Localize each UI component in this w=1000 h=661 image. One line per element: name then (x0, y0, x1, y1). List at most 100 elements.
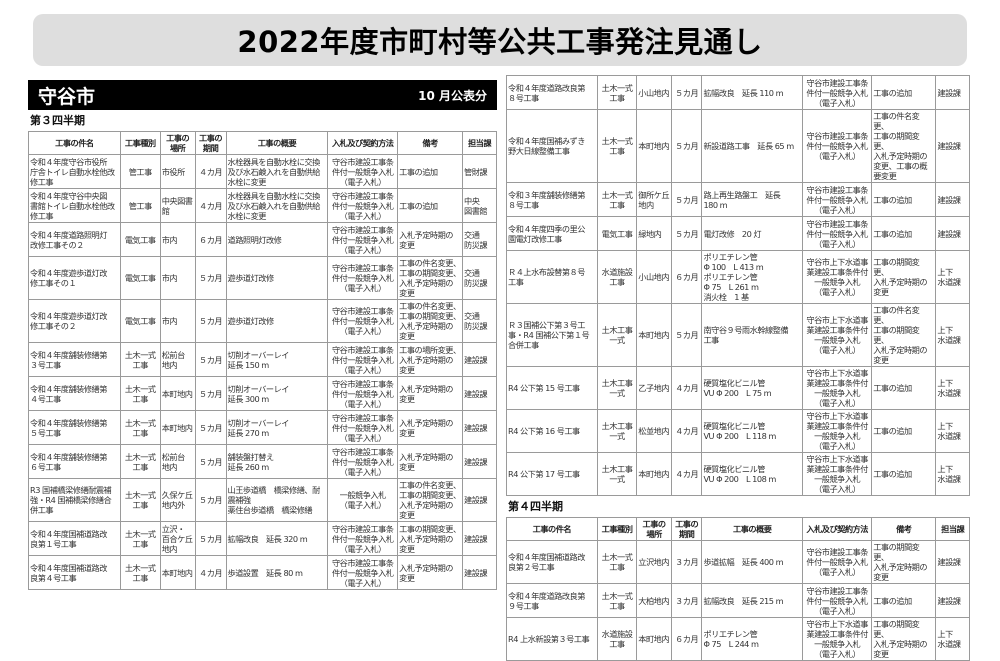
table-cell: 守谷市建設工事条 件付一般競争入札 （電子入札） (802, 109, 873, 183)
title-banner: 2022年度市町村等公共工事発注見通し (33, 14, 967, 66)
table-cell: 令和４年度舗装修繕第 ６号工事 (28, 444, 121, 479)
table-cell: 管工事 (119, 154, 161, 189)
table-cell: 令和４年度舗装修繕第 ５号工事 (28, 410, 121, 445)
table-cell: 建設課 (462, 444, 497, 479)
table-cell: 工事の追加 (871, 366, 937, 410)
table-cell: 土木一式 工事 (596, 109, 638, 183)
table-cell: 令和４年度道路照明灯 改修工事その２ (28, 222, 121, 257)
column-header: 担当課 (462, 131, 497, 155)
table-cell: 硬質塩化ビニル管 VU Φ 200 L 75 m (701, 366, 804, 410)
table-row: 令和４年度国補みずき 野大日線整備工事 土木一式 工事 本町地内 ５カ月 新設道路工事 … (506, 109, 970, 183)
table-cell: 入札予定時期の 変更 (397, 410, 464, 445)
table-cell: 道路照明灯改修 (225, 222, 329, 257)
table-cell: 水道施設 工事 (596, 617, 638, 661)
table-cell: ５カ月 (194, 521, 227, 556)
table-cell: ４カ月 (670, 409, 703, 453)
q3-table-part1: 工事の件名 工事種別 工事の 場所 工事の 期間 工事の概要 入札及び契約方法 備考 担当課令… (28, 131, 497, 590)
quarter-3-label: 第３四半期 (30, 114, 85, 127)
table-cell: 守谷市建設工事条 件付一般競争入札 （電子入札） (327, 222, 399, 257)
table-cell: 守谷市上下水道事 業建設工事条件付 一般競争入札 （電子入札） (802, 366, 873, 410)
table-row: 令和４年度国補道路改 良第１号工事 土木一式 工事 立沢・ 百合ケ丘 地内 ５カ月 拡幅… (28, 521, 497, 556)
table-cell: 交通 防災課 (462, 256, 497, 300)
table-cell: 本町地内 (636, 303, 672, 367)
right-column: 令和４年度道路改良第 ８号工事 土木一式 工事 小山地内 ５カ月 拡幅改良 延長 110… (506, 75, 970, 661)
table-row: 令和４年度舗装修繕第 ３号工事 土木一式 工事 松前台 地内 ５カ月 切削オーバーレイ … (28, 342, 497, 377)
table-cell: 守谷市建設工事条 件付一般競争入札 （電子入札） (327, 299, 399, 343)
table-cell: 守谷市建設工事条 件付一般競争入札 （電子入札） (802, 216, 873, 251)
column-header: 工事の 期間 (670, 517, 703, 541)
table-cell: 土木一式 工事 (119, 410, 161, 445)
table-cell: 管工事 (119, 188, 161, 223)
table-cell: ５カ月 (194, 410, 227, 445)
table-cell: 電気工事 (119, 222, 161, 257)
table-row: 令和４年度守谷中央図 書館トイレ自動水栓他改 修工事 管工事 中央図書 館 ４カ月 水栓… (28, 188, 497, 223)
table-cell: 令和４年度守谷中央図 書館トイレ自動水栓他改 修工事 (28, 188, 121, 223)
table-header-row: 工事の件名 工事種別 工事の 場所 工事の 期間 工事の概要 入札及び契約方法 備考 担当課 (28, 131, 497, 155)
table-cell: 守谷市上下水道事 業建設工事条件付 一般競争入札 （電子入札） (802, 409, 873, 453)
q3-table-part2: 令和４年度道路改良第 ８号工事 土木一式 工事 小山地内 ５カ月 拡幅改良 延長 110… (506, 75, 970, 496)
table-cell: ４カ月 (194, 154, 227, 189)
table-cell: 御所ケ丘 地内 (636, 182, 672, 217)
column-header: 備考 (871, 517, 937, 541)
table-cell: 拡幅改良 延長 320 m (225, 521, 329, 556)
table-cell: ３カ月 (670, 540, 703, 584)
table-cell: 土木一式 工事 (119, 376, 161, 411)
table-row: 令和４年度四季の里公 園電灯改修工事 電気工事 緑地内 ５カ月 電灯改修 20 灯守谷市… (506, 216, 970, 251)
table-row: R4 上水新設第３号工事 水道施設 工事 本町地内 ６カ月 ポリエチレン管 Φ 75 L… (506, 617, 970, 661)
table-cell: 建設課 (935, 540, 970, 584)
table-row: 令和４年度守谷市役所 庁舎トイレ自動水栓他改 修工事 管工事 市役所 ４カ月 水栓器具を… (28, 154, 497, 189)
table-cell: 市内 (159, 222, 196, 257)
table-cell: ポリエチレン管 Φ 75 L 244 m (701, 617, 804, 661)
table-cell: 建設課 (935, 75, 970, 110)
table-cell: 工事の追加 (397, 188, 464, 223)
table-cell: 守谷市建設工事条 件付一般競争入札 （電子入札） (327, 154, 399, 189)
table-cell: 守谷市建設工事条 件付一般競争入札 （電子入札） (802, 540, 873, 584)
table-cell: 硬質塩化ビニル管 VU Φ 200 L 118 m (701, 409, 804, 453)
table-cell: 松前台 地内 (159, 444, 196, 479)
table-cell: 土木工事 一式 (596, 366, 638, 410)
table-cell: 守谷市建設工事条 件付一般競争入札 （電子入札） (327, 342, 399, 377)
table-cell: 建設課 (462, 478, 497, 522)
table-row: Ｒ３国補公下第３号工 事・R4 国補公下第１号 合併工事 土木工事 一式 本町地内 ５… (506, 303, 970, 367)
column-header: 工事の件名 (506, 517, 598, 541)
table-cell: 工事の追加 (871, 452, 937, 496)
table-cell: 建設課 (462, 555, 497, 590)
table-cell: 電灯改修 20 灯 (701, 216, 804, 251)
table-cell: 水栓器具を自動水栓に交換 及び水石鹸入れを自動供給 水栓に変更 (225, 188, 329, 223)
table-cell: ポリエチレン管 Φ 100 L 413 m ポリエチレン管 Φ 75 L 261… (701, 250, 804, 304)
table-cell: R4 上水新設第３号工事 (506, 617, 598, 661)
table-cell: 舗装盤打替え 延長 260 m (225, 444, 329, 479)
table-cell: ５カ月 (194, 299, 227, 343)
table-cell: 工事の追加 (871, 583, 937, 618)
table-cell: 守谷市建設工事条 件付一般競争入札 （電子入札） (327, 555, 399, 590)
table-cell: ５カ月 (670, 75, 703, 110)
column-header: 入札及び契約方法 (802, 517, 873, 541)
table-cell: 土木一式 工事 (596, 182, 638, 217)
table-cell: 工事の期間変更、 入札予定時期の 変更 (871, 250, 937, 304)
table-cell: 上下 水道課 (935, 452, 970, 496)
table-cell: 土木一式 工事 (119, 342, 161, 377)
table-cell: 工事の追加 (871, 182, 937, 217)
column-header: 工事の概要 (225, 131, 329, 155)
column-header: 工事の 期間 (194, 131, 227, 155)
table-cell: ５カ月 (670, 109, 703, 183)
table-cell: 本町地内 (636, 109, 672, 183)
table-cell: 守谷市上下水道事 業建設工事条件付 一般競争入札 （電子入札） (802, 452, 873, 496)
table-cell: 工事の期間変更、 入札予定時期の 変更 (871, 617, 937, 661)
table-cell: Ｒ４上水布設替第８号 工事 (506, 250, 598, 304)
table-cell: 令和４年度国補道路改 良第４号工事 (28, 555, 121, 590)
table-cell: 建設課 (462, 521, 497, 556)
table-cell: 工事の場所変更、 入札予定時期の 変更 (397, 342, 464, 377)
table-cell: 大柏地内 (636, 583, 672, 618)
column-header: 担当課 (935, 517, 970, 541)
table-cell: 拡幅改良 延長 110 m (701, 75, 804, 110)
table-cell: 工事の追加 (871, 216, 937, 251)
table-cell: 令和４年度国補道路改 良第２号工事 (506, 540, 598, 584)
column-header: 工事種別 (596, 517, 638, 541)
table-cell: ６カ月 (670, 250, 703, 304)
table-cell: 令和４年度遊歩道灯改 修工事その１ (28, 256, 121, 300)
table-cell: 本町地内 (159, 376, 196, 411)
table-cell: 令和４年度舗装修繕第 ４号工事 (28, 376, 121, 411)
table-cell: ４カ月 (670, 366, 703, 410)
table-cell: ５カ月 (194, 444, 227, 479)
